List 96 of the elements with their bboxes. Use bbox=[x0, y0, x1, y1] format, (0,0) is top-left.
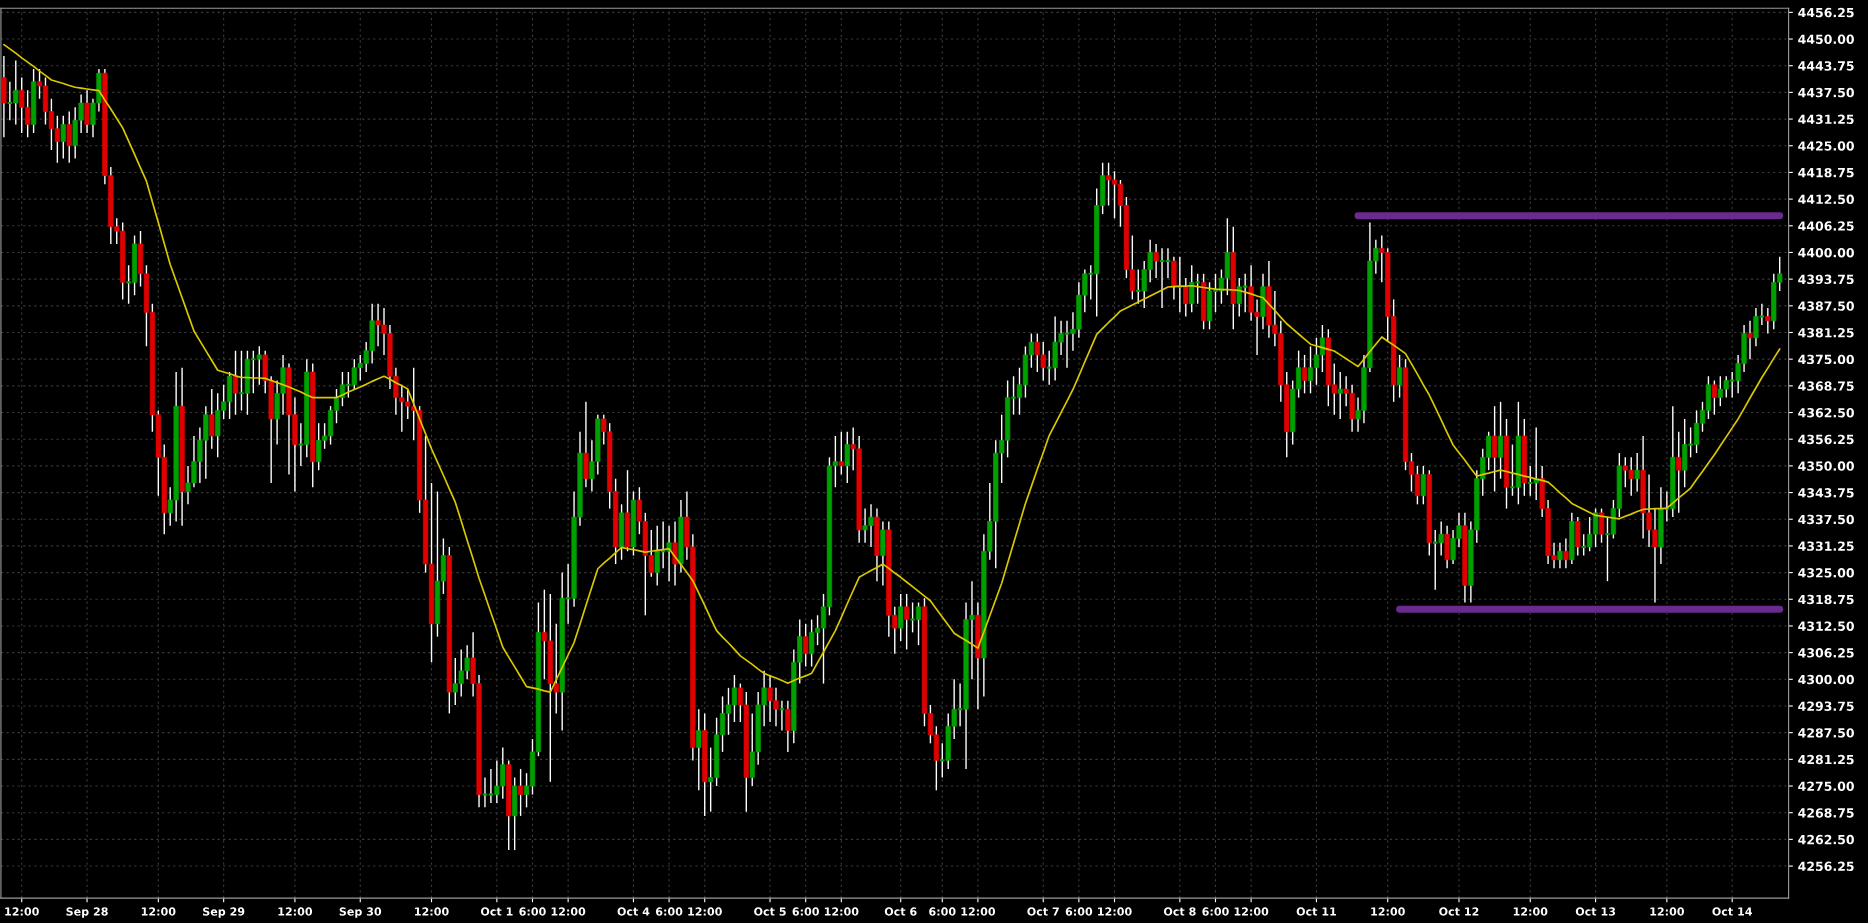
x-tick-label: Sep 29 bbox=[203, 907, 245, 918]
x-tick-label: 12:00 bbox=[5, 907, 39, 916]
candlestick bbox=[1420, 465, 1426, 506]
y-tick-label: 4287.50 bbox=[1798, 728, 1854, 738]
x-tick-label: Oct 4 bbox=[617, 907, 650, 916]
x-tick-label: 12:00 bbox=[1234, 907, 1269, 916]
y-tick-label: 4293.75 bbox=[1798, 701, 1854, 711]
candlestick bbox=[904, 593, 910, 651]
x-tick-label: Oct 1 bbox=[480, 907, 513, 916]
candlestick bbox=[1563, 537, 1569, 570]
y-tick-label: 4425.00 bbox=[1798, 141, 1854, 151]
candlestick bbox=[785, 699, 791, 753]
x-tick-label: 6:00 bbox=[519, 907, 546, 916]
x-tick-label: 6:00 bbox=[929, 907, 956, 916]
candlestick bbox=[1183, 277, 1189, 318]
x-tick-label: Oct 7 bbox=[1027, 907, 1059, 916]
y-tick-label: 4418.75 bbox=[1798, 167, 1854, 178]
candlestick bbox=[209, 388, 215, 450]
candlestick bbox=[1634, 452, 1640, 493]
candlestick bbox=[1598, 507, 1605, 544]
x-tick-label: Oct 13 bbox=[1575, 907, 1616, 916]
candlestick bbox=[66, 110, 72, 164]
x-tick-label: Sep 30 bbox=[339, 907, 382, 918]
candlestick bbox=[898, 593, 904, 642]
x-tick-label: 12:00 bbox=[1513, 907, 1548, 916]
candlestick bbox=[803, 623, 809, 668]
x-tick-label: 12:00 bbox=[1098, 907, 1132, 916]
y-tick-label: 4331.25 bbox=[1798, 541, 1854, 551]
y-tick-label: 4381.25 bbox=[1798, 327, 1854, 338]
candlestick bbox=[84, 89, 90, 134]
candlestick bbox=[1711, 379, 1717, 416]
x-tick-label: 12:00 bbox=[824, 907, 859, 916]
candlestick bbox=[1153, 243, 1159, 279]
y-tick-label: 4387.50 bbox=[1798, 301, 1854, 311]
y-tick-label: 4350.00 bbox=[1798, 461, 1854, 471]
y-tick-label: 4456.25 bbox=[1798, 7, 1854, 18]
y-tick-label: 4300.00 bbox=[1798, 674, 1854, 685]
y-tick-label: 4318.75 bbox=[1798, 594, 1854, 605]
candlestick bbox=[1676, 431, 1682, 514]
y-tick-label: 4437.50 bbox=[1798, 87, 1854, 98]
candlestick bbox=[60, 115, 66, 160]
y-tick-label: 4325.00 bbox=[1798, 568, 1854, 578]
candlestick bbox=[1557, 542, 1563, 570]
y-tick-label: 4393.75 bbox=[1798, 274, 1854, 285]
x-tick-label: 12:00 bbox=[1650, 907, 1685, 916]
x-tick-label: 12:00 bbox=[688, 907, 722, 916]
x-tick-label: 12:00 bbox=[961, 907, 996, 916]
candlestick bbox=[1492, 405, 1498, 493]
x-tick-label: Oct 8 bbox=[1163, 907, 1196, 916]
y-tick-label: 4375.00 bbox=[1798, 354, 1854, 365]
x-tick-label: 12:00 bbox=[141, 907, 176, 916]
candlestick bbox=[1497, 401, 1504, 480]
y-tick-label: 4362.50 bbox=[1798, 408, 1854, 418]
y-tick-label: 4262.50 bbox=[1798, 834, 1854, 845]
line-series bbox=[3, 43, 1781, 693]
candlestick bbox=[1396, 354, 1403, 399]
y-tick-label: 4268.75 bbox=[1798, 808, 1854, 818]
x-tick-label: Oct 5 bbox=[754, 907, 786, 916]
y-tick-label: 4368.75 bbox=[1798, 381, 1854, 391]
y-tick-label: 4312.50 bbox=[1798, 621, 1854, 631]
y-tick-label: 4275.00 bbox=[1798, 781, 1854, 791]
x-tick-label: 12:00 bbox=[1371, 907, 1405, 916]
x-tick-label: Sep 28 bbox=[66, 907, 108, 918]
y-tick-label: 4337.50 bbox=[1798, 514, 1854, 525]
x-tick-label: 6:00 bbox=[792, 907, 819, 916]
candlestick bbox=[1337, 371, 1343, 420]
y-tick-label: 4443.75 bbox=[1798, 61, 1854, 71]
x-tick-label: 6:00 bbox=[655, 907, 683, 916]
x-tick-label: Oct 12 bbox=[1439, 907, 1479, 916]
y-tick-label: 4400.00 bbox=[1798, 247, 1854, 258]
candlestick bbox=[518, 768, 524, 817]
x-tick-label: 6:00 bbox=[1202, 907, 1229, 916]
x-tick-label: 12:00 bbox=[278, 907, 313, 916]
x-tick-label: 6:00 bbox=[1065, 907, 1093, 916]
y-tick-label: 4343.75 bbox=[1798, 488, 1854, 498]
candlestick bbox=[838, 431, 844, 476]
y-tick-label: 4306.25 bbox=[1798, 648, 1854, 658]
x-tick-label: Oct 11 bbox=[1296, 907, 1337, 916]
y-tick-label: 4356.25 bbox=[1798, 434, 1854, 445]
x-tick-label: Oct 6 bbox=[884, 907, 917, 916]
y-tick-label: 4450.00 bbox=[1798, 34, 1854, 44]
candlestick bbox=[1765, 307, 1771, 335]
y-tick-label: 4281.25 bbox=[1798, 754, 1854, 765]
y-tick-label: 4256.25 bbox=[1798, 861, 1854, 871]
x-tick-label: 12:00 bbox=[551, 907, 586, 916]
y-tick-label: 4431.25 bbox=[1798, 114, 1854, 124]
candlestick bbox=[844, 431, 850, 484]
y-tick-label: 4406.25 bbox=[1798, 221, 1854, 231]
candlestick bbox=[672, 520, 678, 587]
candlestick bbox=[1747, 320, 1753, 360]
x-tick-label: 12:00 bbox=[415, 907, 449, 916]
x-tick-label: Oct 14 bbox=[1712, 907, 1753, 916]
candlestick bbox=[696, 708, 702, 791]
candlestick bbox=[1301, 354, 1308, 395]
y-tick-label: 4412.50 bbox=[1798, 194, 1854, 205]
candlestick bbox=[232, 349, 239, 416]
